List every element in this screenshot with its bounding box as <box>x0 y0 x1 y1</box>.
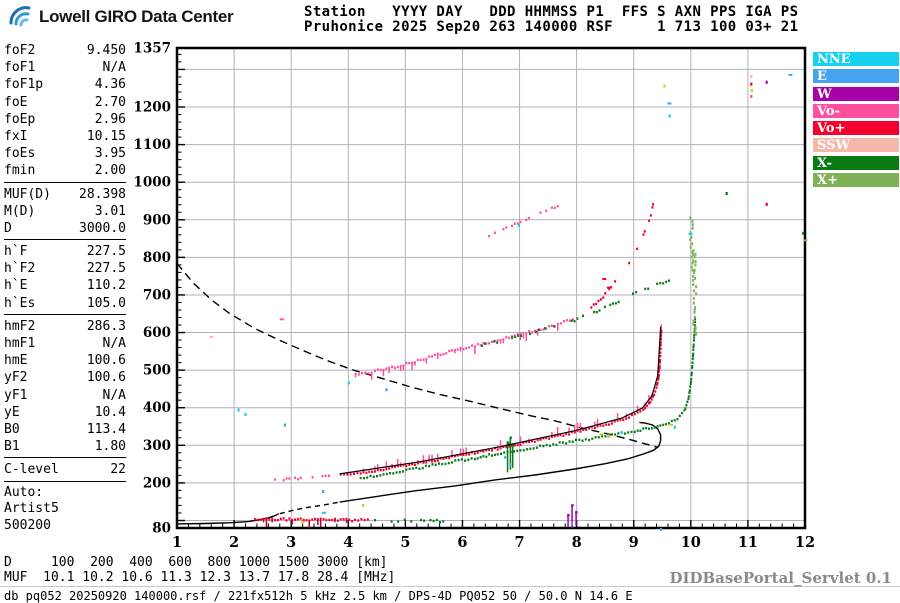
svg-text:600: 600 <box>143 325 171 341</box>
svg-text:11: 11 <box>738 534 758 551</box>
auto-scaler-line: Auto: <box>4 484 44 500</box>
status-text: db pq052 20250920 140000.rsf / 221fx512h… <box>4 589 633 603</box>
param-foEs: foEs 3.95 <box>4 146 126 162</box>
svg-text:5: 5 <box>400 534 410 551</box>
svg-text:400: 400 <box>143 400 171 416</box>
svg-text:1357: 1357 <box>133 41 171 57</box>
svg-text:10: 10 <box>681 534 701 551</box>
status-bar: db pq052 20250920 140000.rsf / 221fx512h… <box>0 586 900 603</box>
legend-item-E: E <box>813 69 899 84</box>
giro-logo-icon <box>9 6 31 27</box>
svg-text:80: 80 <box>152 521 171 537</box>
giro-logo: Lowell GIRO Data Center <box>7 5 234 29</box>
legend-item-X: X+ <box>813 173 899 188</box>
param-MUFD: MUF(D) 28.398 <box>4 186 126 202</box>
param-hF2: h`F2 227.5 <box>4 261 126 277</box>
legend-item-Vo: Vo+ <box>813 121 899 136</box>
station-info-block: Station YYYY DAY DDD HHMMSS P1 FFS S AXN… <box>304 5 798 35</box>
svg-text:3: 3 <box>286 534 296 551</box>
param-group: foF2 9.450 foF1 N/A foF1p 4.36 foE 2.70 foEp 2.96… <box>4 42 126 183</box>
param-group: hmF2 286.3 hmF1 N/A hmE 100.6 yF2 100.6 yF1 N/A yE… <box>4 318 126 459</box>
param-MD: M(D) 3.01 <box>4 203 126 219</box>
param-foEp: foEp 2.96 <box>4 111 126 127</box>
svg-text:300: 300 <box>143 438 171 454</box>
muf-distance-row: D 100 200 400 600 800 1000 1500 3000 [km… <box>4 555 388 570</box>
param-hEs: h`Es 105.0 <box>4 295 126 311</box>
svg-text:900: 900 <box>143 212 171 228</box>
auto-scaler-line: Artist5 <box>4 501 59 516</box>
svg-text:1200: 1200 <box>133 100 171 116</box>
svg-text:800: 800 <box>143 250 171 266</box>
muf-table: D 100 200 400 600 800 1000 1500 3000 [km… <box>4 555 396 585</box>
param-B1: B1 1.80 <box>4 439 126 455</box>
svg-text:4: 4 <box>343 534 353 551</box>
param-group: MUF(D) 28.398 M(D) 3.01 D 3000.0 <box>4 186 126 241</box>
station-header-line: Station YYYY DAY DDD HHMMSS P1 FFS S AXN… <box>304 4 799 20</box>
param-B0: B0 113.4 <box>4 421 126 437</box>
antenna-direction-legend: NNE E W Vo- Vo+ SSW X- X+ <box>813 52 899 190</box>
param-group: C-level 22 <box>4 461 126 482</box>
param-hmE: hmE 100.6 <box>4 353 126 369</box>
servlet-version: DIDBasePortal_Servlet 0.1 <box>669 569 892 587</box>
param-hmF2: hmF2 286.3 <box>4 318 126 334</box>
svg-text:9: 9 <box>629 534 639 551</box>
svg-text:2: 2 <box>229 534 239 551</box>
svg-text:200: 200 <box>143 475 171 491</box>
param-fmin: fmin 2.00 <box>4 163 126 179</box>
giro-logo-text: Lowell GIRO Data Center <box>39 7 234 26</box>
station-values-line: Pruhonice 2025 Sep20 263 140000 RSF 1 71… <box>304 19 799 35</box>
param-foF2: foF2 9.450 <box>4 43 126 58</box>
svg-text:1100: 1100 <box>133 137 171 153</box>
param-fxI: fxI 10.15 <box>4 128 126 144</box>
legend-item-SSW: SSW <box>813 138 899 153</box>
svg-text:700: 700 <box>143 287 171 303</box>
param-group: h`F 227.5 h`F2 227.5 h`E 110.2 h`Es 105.0 <box>4 243 126 315</box>
svg-text:6: 6 <box>457 534 467 551</box>
param-Clevel: C-level 22 <box>4 462 126 478</box>
legend-item-Vo: Vo- <box>813 103 899 119</box>
parameter-panel: foF2 9.450 foF1 N/A foF1p 4.36 foE 2.70 foEp 2.96… <box>4 42 126 534</box>
legend-item-NNE: NNE <box>813 52 899 67</box>
auto-scaler-line: 500200 <box>4 517 51 533</box>
param-yE: yE 10.4 <box>4 404 126 420</box>
svg-text:7: 7 <box>514 534 524 551</box>
param-foF1p: foF1p 4.36 <box>4 77 126 93</box>
svg-text:500: 500 <box>143 363 171 379</box>
param-yF2: yF2 100.6 <box>4 370 126 386</box>
svg-text:8: 8 <box>572 534 582 551</box>
param-yF1: yF1 N/A <box>4 387 126 403</box>
svg-text:12: 12 <box>795 534 815 551</box>
param-foE: foE 2.70 <box>4 94 126 110</box>
param-hmF1: hmF1 N/A <box>4 336 126 351</box>
param-hF: h`F 227.5 <box>4 244 126 260</box>
muf-values-row: MUF 10.1 10.2 10.6 11.3 12.3 13.7 17.8 2… <box>4 569 396 585</box>
svg-text:1: 1 <box>172 534 182 551</box>
legend-item-W: W <box>813 86 899 102</box>
param-D: D 3000.0 <box>4 220 126 236</box>
legend-item-X: X- <box>813 155 899 171</box>
param-foF1: foF1 N/A <box>4 60 126 76</box>
param-hE: h`E 110.2 <box>4 278 126 294</box>
svg-text:1000: 1000 <box>133 175 171 191</box>
